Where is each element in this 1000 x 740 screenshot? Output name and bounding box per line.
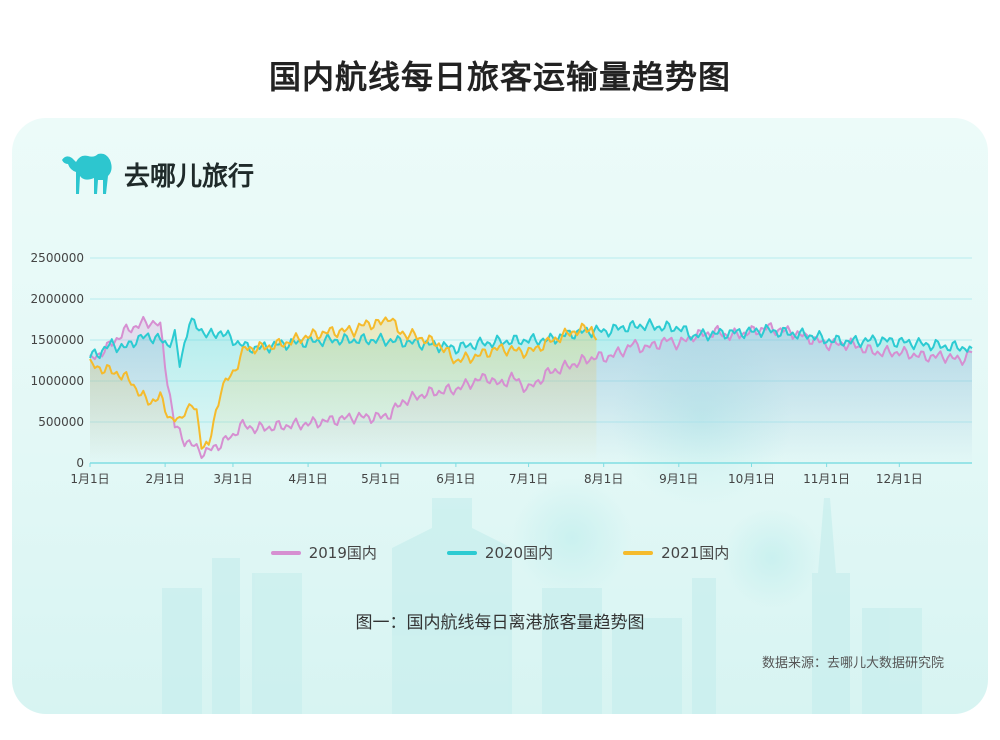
x-tick-label: 6月1日 xyxy=(436,472,475,486)
brand-name: 去哪儿旅行 xyxy=(124,161,255,192)
line-chart: 0 500000 1000000 1500000 2000000 2500000 1月1日 2… xyxy=(31,251,973,486)
legend-label-2020: 2020国内 xyxy=(484,544,554,562)
legend-label-2021: 2021国内 xyxy=(661,544,730,562)
legend-item-2020: 2020国内 xyxy=(446,542,554,563)
chart-legend: 2019国内 2020国内 2021国内 xyxy=(12,542,988,563)
brand-logo: 去哪儿旅行 xyxy=(58,148,254,200)
x-tick-label: 7月1日 xyxy=(509,472,548,486)
page-title: 国内航线每日旅客运输量趋势图 xyxy=(268,58,731,96)
figure-caption: 图一：国内航线每日离港旅客量趋势图 xyxy=(355,613,645,633)
y-tick-label: 2500000 xyxy=(31,251,84,265)
x-tick-label: 1月1日 xyxy=(70,472,109,486)
x-tick-label: 5月1日 xyxy=(361,472,400,486)
y-tick-label: 0 xyxy=(76,456,84,470)
chart-card: 去哪儿旅行 0 500000 1000000 1500000 2000000 250000… xyxy=(12,118,988,714)
y-tick-label: 1500000 xyxy=(31,333,84,347)
x-tick-label: 2月1日 xyxy=(145,472,184,486)
legend-swatch-2019 xyxy=(270,550,301,555)
legend-swatch-2020 xyxy=(446,550,477,555)
x-tick-label: 11月1日 xyxy=(803,472,850,486)
y-tick-label: 2000000 xyxy=(31,292,84,306)
x-tick-label: 8月1日 xyxy=(584,472,623,486)
legend-swatch-2021 xyxy=(623,550,654,555)
legend-label-2019: 2019国内 xyxy=(308,544,377,562)
camel-icon xyxy=(62,153,112,194)
x-tick-label: 10月1日 xyxy=(728,472,775,486)
y-tick-label: 1000000 xyxy=(31,374,84,388)
legend-item-2019: 2019国内 xyxy=(270,542,377,563)
data-source-note: 数据来源：去哪儿大数据研究院 xyxy=(761,656,944,671)
series-line-2021 xyxy=(89,316,598,450)
series-area-2021 xyxy=(90,317,597,463)
series-line-2020 xyxy=(89,317,973,368)
x-tick-label: 9月1日 xyxy=(659,472,698,486)
y-tick-label: 500000 xyxy=(38,415,84,429)
x-tick-label: 4月1日 xyxy=(288,472,327,486)
legend-item-2021: 2021国内 xyxy=(623,542,729,563)
x-tick-label: 12月1日 xyxy=(876,472,923,486)
x-tick-label: 3月1日 xyxy=(213,472,252,486)
